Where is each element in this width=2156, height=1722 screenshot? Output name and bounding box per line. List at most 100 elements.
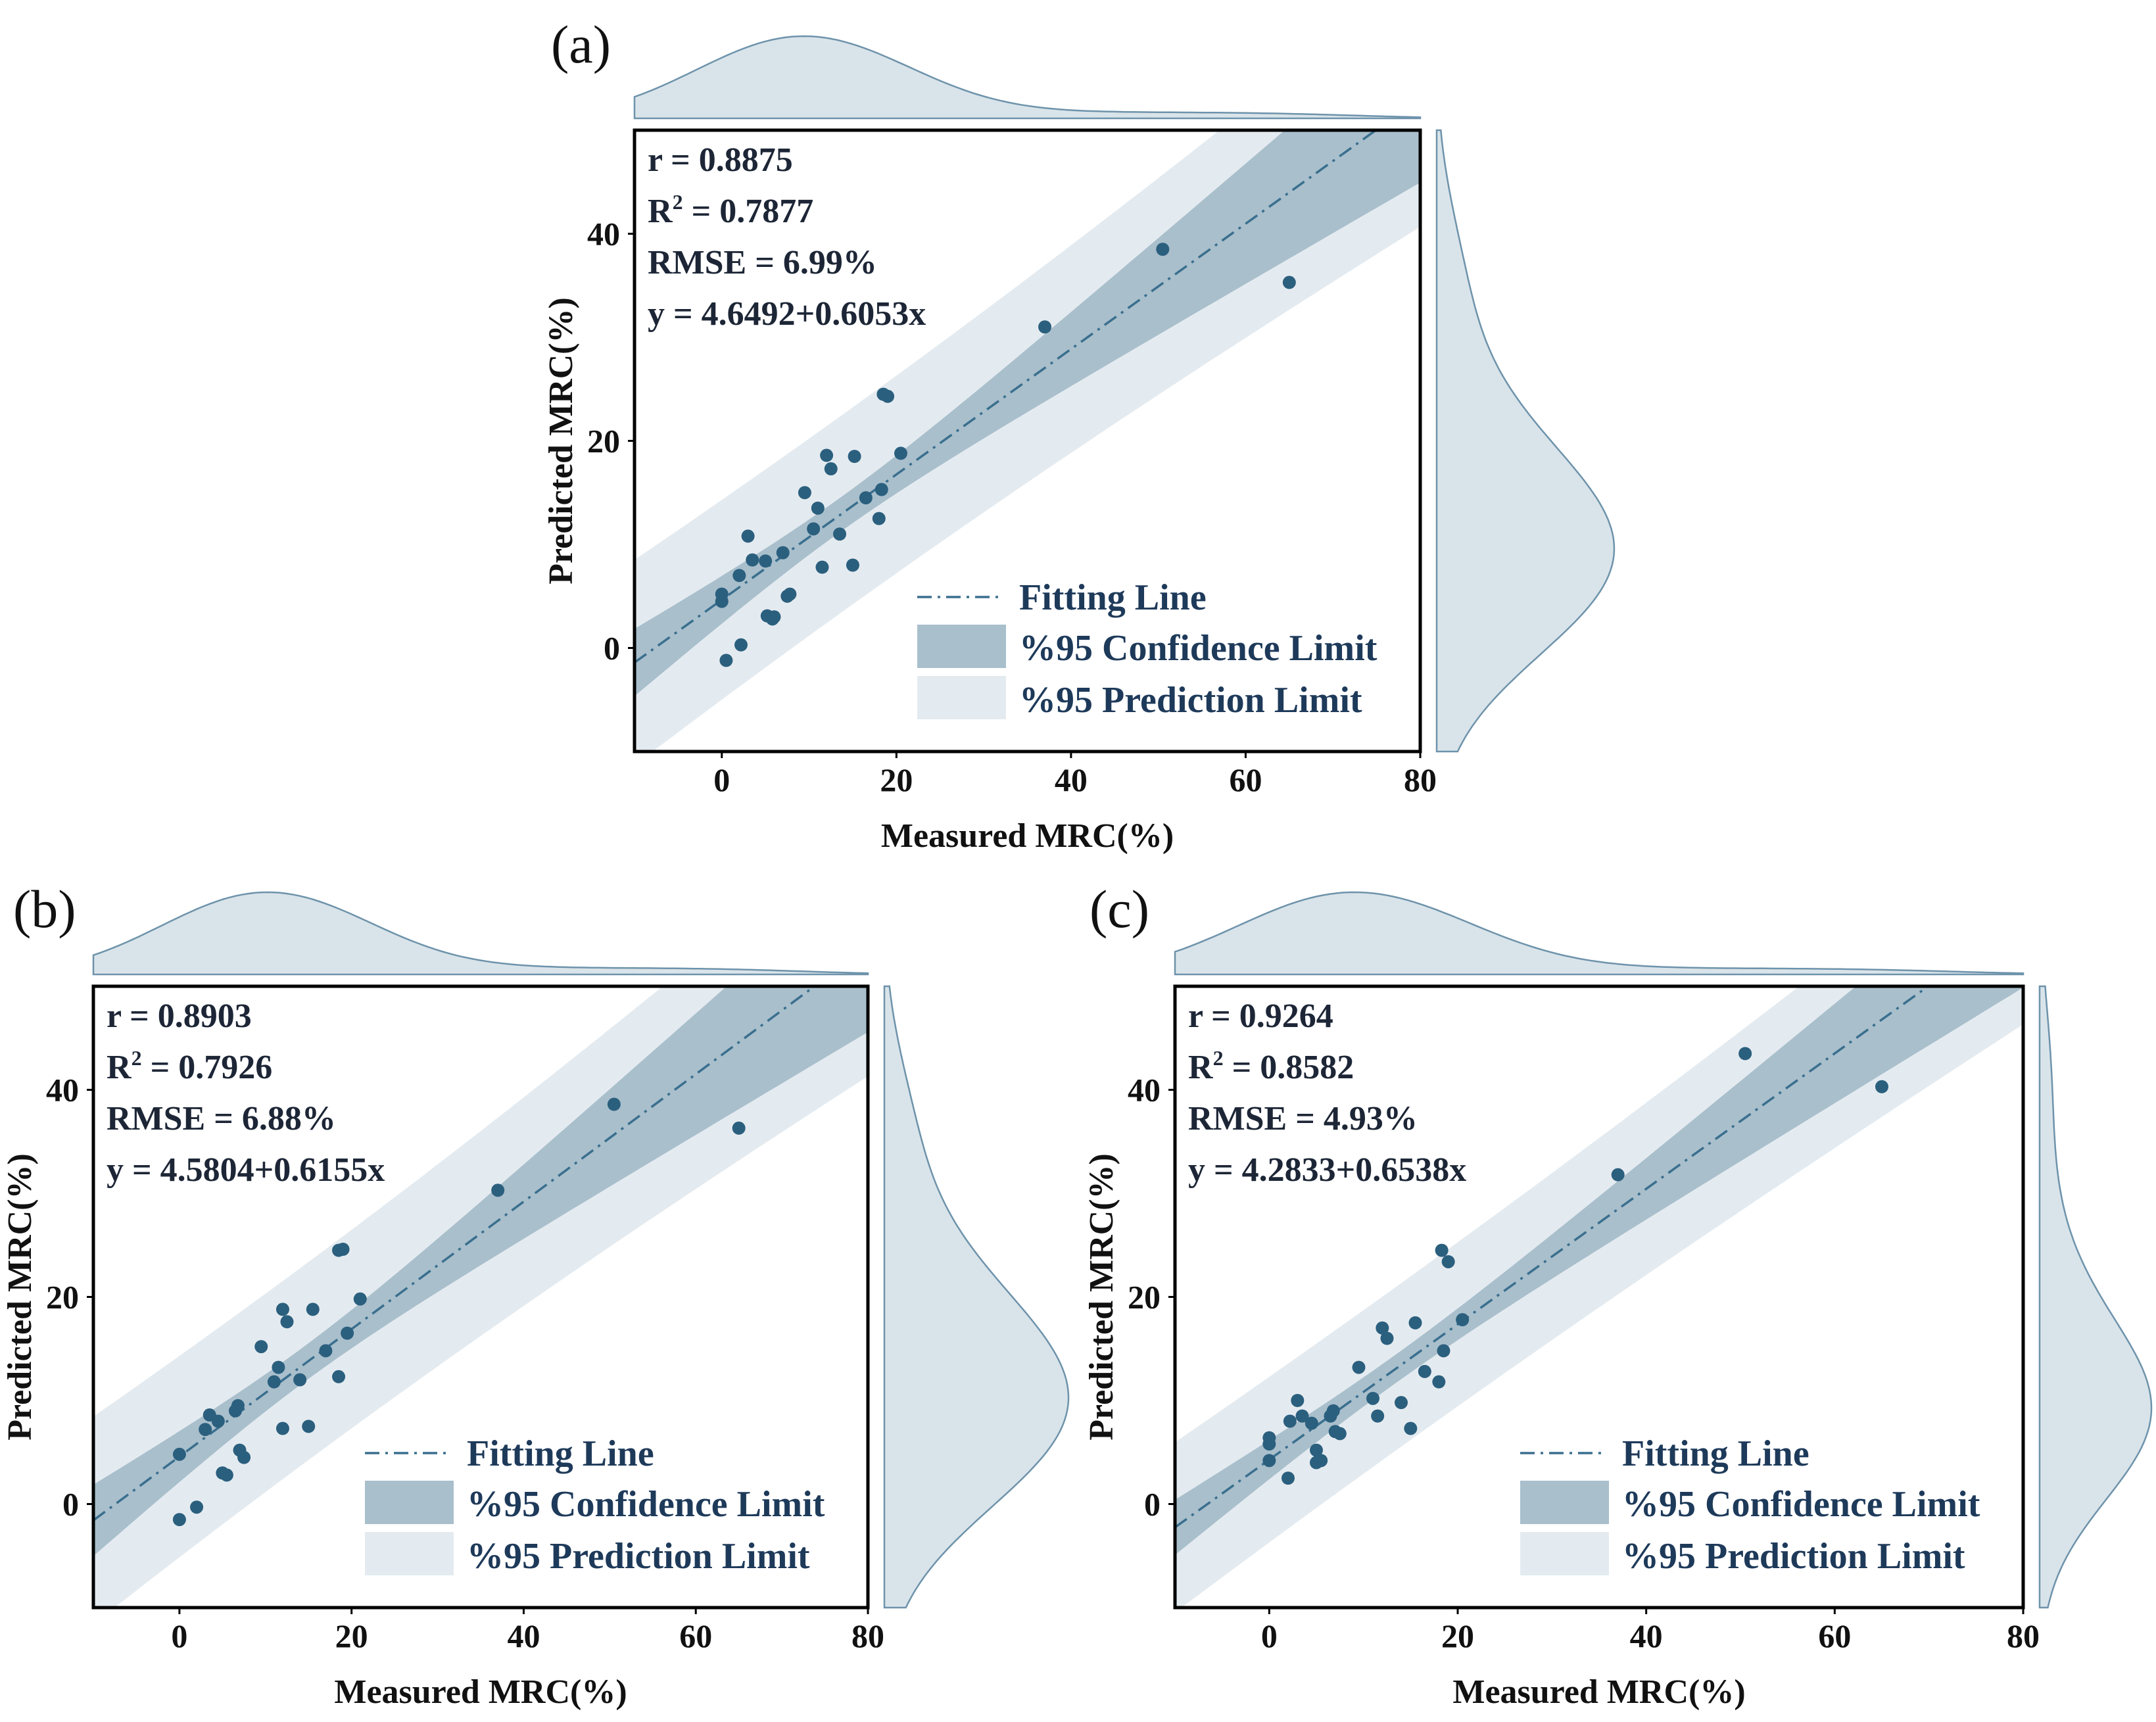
- y-axis-label: Predicted MRC(%): [1, 1153, 39, 1441]
- data-point: [267, 1375, 281, 1389]
- x-tick-label: 0: [171, 1617, 187, 1654]
- panel-c: 0 20 40 60 80 0 20 40 Measured MRC(%) Predicted M…: [1083, 879, 2153, 1711]
- data-point: [280, 1315, 294, 1329]
- panel-letter: (a): [551, 14, 611, 74]
- data-point: [1295, 1409, 1309, 1423]
- y-tick-label: 0: [62, 1486, 79, 1523]
- data-point: [1404, 1422, 1418, 1435]
- data-point: [231, 1399, 245, 1412]
- y-tick-label: 0: [604, 630, 620, 667]
- x-axis-label: Measured MRC(%): [1452, 1673, 1745, 1711]
- data-point: [1314, 1454, 1328, 1468]
- data-point: [275, 1422, 289, 1435]
- y-tick-label: 20: [46, 1279, 79, 1316]
- data-point: [172, 1513, 186, 1527]
- legend-prediction-label: %95 Prediction Limit: [1622, 1536, 1965, 1577]
- data-point: [293, 1373, 307, 1387]
- data-point: [1456, 1313, 1470, 1327]
- data-point: [275, 1303, 289, 1316]
- x-marginal-density: [633, 35, 1422, 120]
- x-tick-label: 20: [880, 761, 913, 798]
- legend: Fitting Line %95 Confidence Limit %95 Pred…: [917, 577, 1377, 721]
- data-point: [220, 1468, 233, 1482]
- x-tick-label: 20: [335, 1617, 368, 1654]
- data-point: [1262, 1431, 1276, 1445]
- plot-area: [1175, 986, 2023, 1608]
- data-point: [199, 1423, 212, 1437]
- x-tick-label: 60: [1229, 761, 1262, 798]
- data-point: [1262, 1454, 1276, 1468]
- y-tick-label: 20: [1128, 1279, 1161, 1316]
- x-axis-label: Measured MRC(%): [881, 817, 1174, 855]
- data-point: [302, 1420, 316, 1433]
- x-tick-label: 60: [679, 1617, 712, 1654]
- confidence-band: [93, 986, 868, 1556]
- panel-b: 0 20 40 60 80 0 20 40 Measured MRC(%) Predicted M…: [1, 879, 1070, 1711]
- x-tick-label: 60: [1818, 1617, 1851, 1654]
- data-point: [1408, 1316, 1422, 1329]
- stat-equation: y = 4.6492+0.6053x: [648, 295, 926, 333]
- data-point: [1305, 1416, 1318, 1430]
- data-point: [1310, 1443, 1323, 1457]
- data-point: [272, 1360, 285, 1374]
- stat-rmse: RMSE = 6.88%: [107, 1100, 336, 1137]
- data-point: [1156, 243, 1170, 256]
- stat-r: r = 0.9264: [1188, 997, 1333, 1035]
- stat-equation: y = 4.2833+0.6538x: [1188, 1151, 1466, 1189]
- x-axis-label: Measured MRC(%): [334, 1673, 627, 1711]
- x-tick-label: 40: [1055, 761, 1088, 798]
- data-point: [824, 462, 838, 476]
- data-point: [306, 1303, 320, 1316]
- data-point: [872, 512, 886, 525]
- data-point: [1366, 1391, 1379, 1405]
- data-point: [767, 610, 781, 624]
- data-point: [1437, 1344, 1450, 1358]
- data-point: [237, 1450, 251, 1464]
- legend-fit-label: Fitting Line: [467, 1433, 654, 1474]
- data-point: [815, 560, 829, 574]
- data-point: [1282, 1471, 1295, 1485]
- data-point: [172, 1447, 186, 1461]
- stat-rmse: RMSE = 4.93%: [1188, 1100, 1418, 1137]
- x-tick-label: 0: [713, 761, 730, 798]
- data-point: [874, 483, 888, 496]
- x-marginal-density: [1174, 891, 2024, 976]
- data-point: [881, 389, 895, 403]
- data-point: [190, 1500, 204, 1514]
- panel-letter: (c): [1090, 879, 1149, 939]
- fitting-line: [93, 986, 817, 1521]
- data-point: [1038, 320, 1052, 334]
- y-marginal-density: [883, 985, 1070, 1609]
- data-point: [715, 587, 729, 601]
- x-tick-label: 20: [1441, 1617, 1474, 1654]
- y-axis-label: Predicted MRC(%): [1083, 1153, 1120, 1441]
- x-tick-label: 0: [1261, 1617, 1278, 1654]
- panel-letter: (b): [13, 879, 76, 939]
- y-tick-label: 0: [1144, 1486, 1161, 1523]
- legend-confidence-label: %95 Confidence Limit: [1019, 628, 1377, 669]
- y-tick-label: 40: [46, 1072, 79, 1109]
- legend-confidence-swatch: [1520, 1481, 1609, 1524]
- legend-confidence-swatch: [917, 625, 1006, 668]
- data-point: [254, 1340, 268, 1354]
- data-point: [848, 450, 861, 464]
- legend-prediction-label: %95 Prediction Limit: [1019, 680, 1362, 721]
- data-point: [1282, 275, 1296, 289]
- data-point: [820, 448, 834, 462]
- legend-fit-label: Fitting Line: [1019, 577, 1207, 618]
- y-tick-label: 40: [1128, 1072, 1161, 1109]
- data-point: [1283, 1414, 1297, 1428]
- legend-prediction-label: %95 Prediction Limit: [467, 1536, 810, 1577]
- data-point: [211, 1414, 225, 1428]
- legend: Fitting Line %95 Confidence Limit %95 Pred…: [1520, 1433, 1980, 1577]
- data-point: [734, 638, 748, 652]
- data-point: [741, 529, 755, 543]
- data-point: [1435, 1243, 1449, 1257]
- data-point: [859, 491, 873, 505]
- y-tick-label: 20: [587, 423, 620, 460]
- x-tick-label: 80: [2007, 1617, 2040, 1654]
- y-marginal-density: [1435, 129, 1616, 753]
- y-marginal-density: [2038, 985, 2153, 1609]
- data-point: [1875, 1080, 1888, 1093]
- data-point: [1738, 1047, 1752, 1061]
